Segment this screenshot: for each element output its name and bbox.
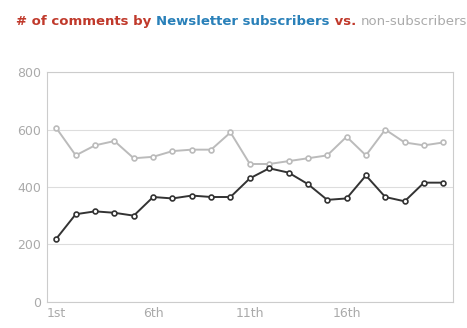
Text: # of comments by: # of comments by: [16, 15, 156, 28]
Text: non-subscribers: non-subscribers: [361, 15, 467, 28]
Text: vs.: vs.: [330, 15, 361, 28]
Text: Newsletter subscribers: Newsletter subscribers: [156, 15, 330, 28]
